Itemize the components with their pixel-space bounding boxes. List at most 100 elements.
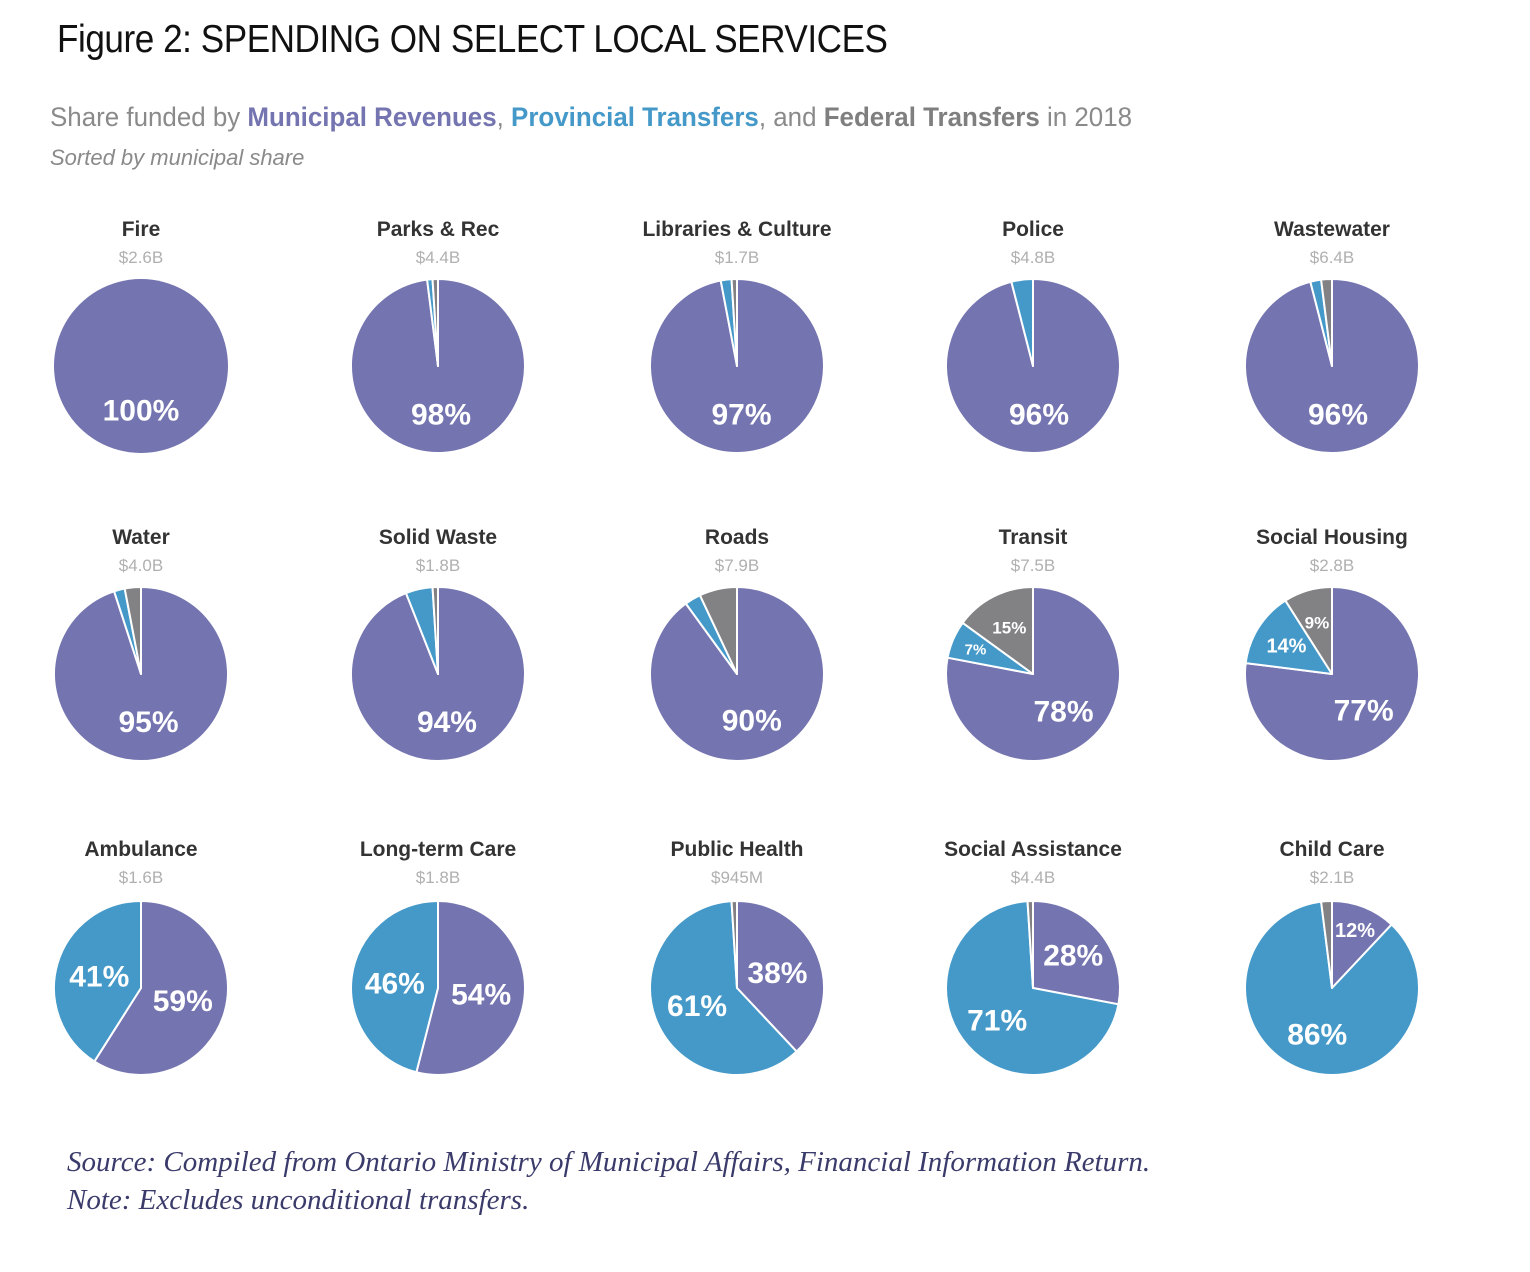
pie-title: Fire <box>122 218 161 241</box>
pie-slice-provincial <box>1244 599 1333 675</box>
pie-title: Water <box>112 526 170 549</box>
pie-slice-provincial <box>349 900 439 1074</box>
pie-police: Police $4.8B 96% <box>945 218 1121 454</box>
pie-title: Transit <box>999 526 1068 549</box>
pie-title: Ambulance <box>84 838 197 861</box>
pie-slice-federal <box>1284 586 1333 675</box>
legend-provincial-transfers: Provincial Transfers <box>511 102 759 132</box>
pie-total: $4.8B <box>1011 248 1055 267</box>
pie-slice-federal <box>961 586 1034 675</box>
pie-social-housing: Social Housing $2.8B 77% 14% 9% <box>1244 526 1420 762</box>
pie-total: $2.8B <box>1310 556 1354 575</box>
pie-public-health: Public Health $945M 38% 61% <box>649 838 825 1076</box>
pie-slice-municipal <box>93 900 229 1076</box>
pie-slice-federal <box>730 278 738 367</box>
pie-slice-provincial <box>53 900 142 1063</box>
pie-roads: Roads $7.9B 90% <box>649 526 825 762</box>
pie-label-provincial: 86% <box>1287 1018 1347 1051</box>
pie-title: Social Housing <box>1256 526 1408 549</box>
pie-slice-federal <box>431 586 439 675</box>
pie-label-municipal: 96% <box>1308 398 1368 431</box>
pie-parks-and-rec: Parks & Rec $4.4B 98% <box>350 218 526 454</box>
pie-slice-federal <box>730 900 738 989</box>
pie-solid-waste: Solid Waste $1.8B 94% <box>350 526 526 762</box>
pie-title: Libraries & Culture <box>642 218 831 241</box>
pie-total: $4.0B <box>119 556 163 575</box>
legend-municipal-revenues: Municipal Revenues <box>247 102 497 132</box>
pie-label-municipal: 96% <box>1009 398 1069 431</box>
pie-title: Child Care <box>1279 838 1384 861</box>
pie-child-care: Child Care $2.1B 12% 86% <box>1244 838 1420 1076</box>
pie-total: $7.9B <box>715 556 759 575</box>
pie-label-municipal: 95% <box>118 706 178 739</box>
pie-fire: Fire $2.6B 100% <box>53 218 228 454</box>
pie-title: Solid Waste <box>379 526 497 549</box>
pie-slice-federal <box>698 586 738 675</box>
figure-title: Figure 2: SPENDING ON SELECT LOCAL SERVI… <box>57 18 888 61</box>
subtitle-separator: , <box>496 102 512 132</box>
pie-libraries-and-culture: Libraries & Culture $1.7B 97% <box>642 218 832 454</box>
pie-total: $1.8B <box>416 556 460 575</box>
pie-label-municipal: 98% <box>411 399 471 432</box>
pie-slice-federal <box>431 278 439 367</box>
pie-wastewater: Wastewater $6.4B 96% <box>1244 218 1420 454</box>
pie-label-municipal: 77% <box>1334 695 1394 728</box>
pie-label-provincial: 14% <box>1266 635 1306 657</box>
pie-title: Wastewater <box>1274 218 1390 241</box>
pie-label-municipal: 59% <box>153 985 213 1018</box>
pie-ambulance: Ambulance $1.6B 59% 41% <box>53 838 229 1076</box>
pie-slice-municipal <box>415 900 526 1076</box>
pie-title: Social Assistance <box>944 838 1122 861</box>
pie-slice-federal <box>1320 278 1333 367</box>
pie-title: Roads <box>705 526 769 549</box>
pie-total: $1.6B <box>119 868 163 887</box>
pie-slice-provincial <box>1010 278 1034 367</box>
source-note: Source: Compiled from Ontario Ministry o… <box>67 1146 1151 1178</box>
pie-total: $4.4B <box>1011 868 1055 887</box>
pie-title: Parks & Rec <box>377 218 500 241</box>
sort-note: Sorted by municipal share <box>50 145 305 170</box>
subtitle-suffix: in 2018 <box>1039 102 1133 132</box>
pie-label-municipal: 100% <box>103 394 180 427</box>
subtitle-separator: , and <box>758 102 824 132</box>
pie-slice-municipal <box>1032 900 1121 1006</box>
pie-slice-municipal <box>53 279 228 454</box>
pie-social-assistance: Social Assistance $4.4B 28% 71% <box>944 838 1122 1076</box>
exclusion-note: Note: Excludes unconditional transfers. <box>67 1184 530 1216</box>
pie-label-municipal: 38% <box>747 957 807 990</box>
pie-water: Water $4.0B 95% <box>53 526 229 762</box>
legend-federal-transfers: Federal Transfers <box>823 102 1040 132</box>
pie-title: Long-term Care <box>360 838 516 861</box>
pie-label-provincial: 61% <box>667 990 727 1023</box>
pie-label-provincial: 46% <box>365 967 425 1000</box>
subtitle-prefix: Share funded by <box>50 102 248 132</box>
pie-total: $1.7B <box>715 248 759 267</box>
pie-total: $7.5B <box>1011 556 1055 575</box>
pie-label-municipal: 94% <box>417 706 477 739</box>
chart-subtitle: Share funded by Municipal Revenues, Prov… <box>50 102 1132 133</box>
pie-slice-municipal <box>1331 900 1393 989</box>
pie-slice-federal <box>123 586 142 675</box>
pie-total: $1.8B <box>416 868 460 887</box>
pie-label-municipal: 97% <box>711 398 771 431</box>
pie-total: $945M <box>711 868 763 887</box>
pie-total: $4.4B <box>416 248 460 267</box>
pie-label-federal: 9% <box>1305 613 1330 632</box>
pie-label-provincial: 7% <box>965 642 987 659</box>
pie-label-federal: 15% <box>992 619 1026 638</box>
pie-label-municipal: 54% <box>451 978 511 1011</box>
pie-slice-federal <box>1026 900 1034 989</box>
pie-label-provincial: 71% <box>967 1004 1027 1037</box>
pie-label-municipal: 90% <box>722 704 782 737</box>
pie-label-provincial: 41% <box>69 961 129 994</box>
pie-title: Police <box>1002 218 1064 241</box>
pie-label-municipal: 12% <box>1335 920 1375 942</box>
figure-footer: Source: Compiled from Ontario Ministry o… <box>67 1143 1150 1219</box>
pie-total: $2.1B <box>1310 868 1354 887</box>
pie-total: $2.6B <box>119 248 163 267</box>
pie-slice-municipal <box>736 900 825 1053</box>
pie-title: Public Health <box>670 838 803 861</box>
pie-label-municipal: 28% <box>1043 940 1103 973</box>
pie-long-term-care: Long-term Care $1.8B 54% 46% <box>349 838 526 1076</box>
